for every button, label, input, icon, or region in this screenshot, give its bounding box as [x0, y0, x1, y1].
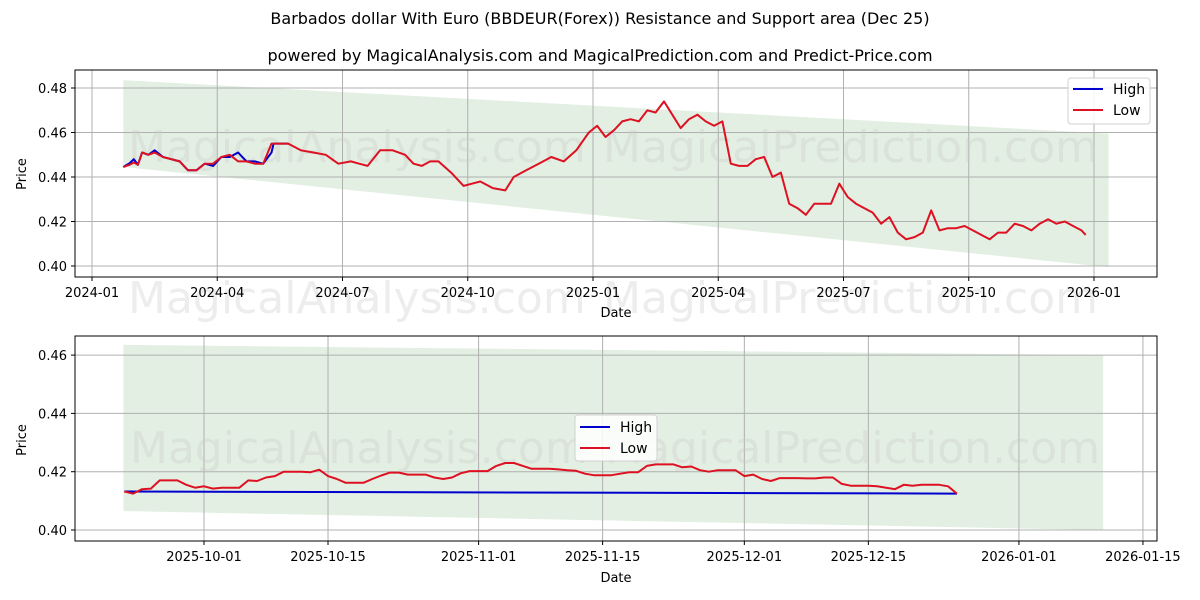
legend-high-label: High: [620, 420, 652, 436]
y-axis: 0.40 0.42 0.44 0.46 0.48: [38, 82, 75, 275]
y-tick-label: 0.46: [38, 127, 67, 142]
x-tick-label: 2026-01-01: [981, 550, 1057, 565]
legend: High Low: [1067, 77, 1151, 125]
x-tick-label: 2025-04: [691, 286, 745, 301]
y-axis-label: Price: [15, 424, 30, 456]
high-line: [124, 490, 957, 495]
x-tick-label: 2025-11-15: [565, 550, 641, 565]
low-line: [122, 100, 1087, 241]
y-tick-label: 0.40: [38, 260, 67, 275]
y-axis: 0.40 0.42 0.44 0.46: [38, 349, 75, 539]
x-tick-label: 2025-12-15: [831, 550, 907, 565]
y-tick-label: 0.46: [38, 349, 67, 364]
plot-frame: [74, 69, 1158, 278]
x-tick-label: 2025-01: [566, 286, 620, 301]
legend: High Low: [574, 414, 658, 462]
x-tick-label: 2025-10-15: [290, 550, 366, 565]
watermark-left: MagicalAnalysis.com: [128, 122, 586, 173]
x-tick-label: 2025-07: [816, 286, 870, 301]
y-tick-label: 0.42: [38, 216, 67, 231]
watermark-right-2: MagicalPrediction.com: [603, 273, 1098, 324]
low-line: [124, 462, 958, 495]
x-tick-label: 2025-10: [942, 286, 996, 301]
x-axis-label: Date: [600, 571, 631, 586]
x-tick-label: 2026-01-15: [1105, 550, 1181, 565]
x-axis: 2024-01 2024-04 2024-07 2024-10 2025-01 2025-…: [65, 277, 1121, 301]
legend-high-label: High: [1113, 82, 1145, 98]
x-tick-label: 2025-10-01: [166, 550, 242, 565]
x-tick-label: 2025-11-01: [441, 550, 517, 565]
chart-title: Barbados dollar With Euro (BBDEUR(Forex)…: [270, 9, 930, 28]
legend-low-label: Low: [620, 441, 648, 457]
x-tick-label: 2026-01: [1067, 286, 1121, 301]
resistance-support-band: [123, 80, 1109, 268]
watermark-left: MagicalAnalysis.com: [130, 423, 588, 474]
grid-lines: [75, 70, 1157, 277]
y-tick-label: 0.44: [38, 407, 67, 422]
plot-frame: [74, 335, 1158, 542]
x-tick-label: 2024-01: [65, 286, 119, 301]
legend-low-label: Low: [1113, 103, 1141, 119]
x-tick-label: 2025-12-01: [707, 550, 783, 565]
watermark-right: MagicalPrediction.com: [603, 122, 1098, 173]
x-axis-label: Date: [600, 306, 631, 321]
top-chart: MagicalAnalysis.com MagicalPrediction.co…: [15, 69, 1158, 324]
watermark-right: MagicalPrediction.com: [605, 423, 1100, 474]
y-axis-label: Price: [15, 158, 30, 190]
grid-lines: [75, 336, 1157, 541]
x-axis: 2025-10-01 2025-10-15 2025-11-01 2025-11-15…: [166, 541, 1181, 565]
y-tick-label: 0.40: [38, 524, 67, 539]
x-tick-label: 2024-07: [315, 286, 369, 301]
x-tick-label: 2024-04: [190, 286, 244, 301]
bottom-chart: MagicalAnalysis.com MagicalPrediction.co…: [15, 335, 1181, 586]
y-tick-label: 0.42: [38, 466, 67, 481]
y-tick-label: 0.48: [38, 82, 67, 97]
y-tick-label: 0.44: [38, 171, 67, 186]
x-tick-label: 2024-10: [441, 286, 495, 301]
chart-subtitle: powered by MagicalAnalysis.com and Magic…: [267, 46, 933, 65]
watermark-left-2: MagicalAnalysis.com: [128, 273, 586, 324]
